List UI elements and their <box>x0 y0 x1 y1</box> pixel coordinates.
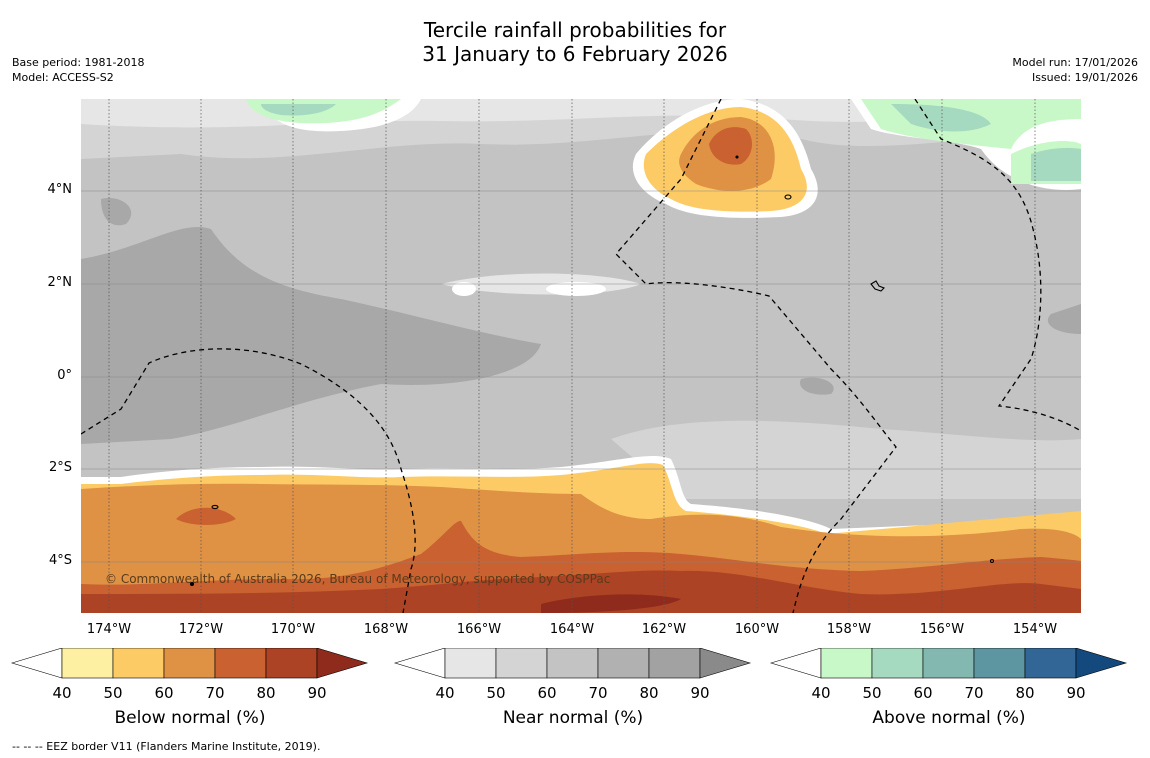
title-line-2: 31 January to 6 February 2026 <box>422 42 728 66</box>
cb1-tick: 70 <box>588 684 608 702</box>
map-copyright: © Commonwealth of Australia 2026, Bureau… <box>105 572 611 586</box>
meta-left: Base period: 1981-2018 Model: ACCESS-S2 <box>12 55 144 85</box>
lon-label: 170°W <box>270 622 316 637</box>
below-normal-south-80 <box>81 520 1081 613</box>
cb0-tick: 70 <box>205 684 225 702</box>
eez-borders <box>81 99 1081 613</box>
below-normal-colorbar <box>10 648 369 679</box>
near-normal-80-patch-3 <box>1047 304 1081 334</box>
cb1-tick: 80 <box>639 684 659 702</box>
cb1-tick: 40 <box>435 684 455 702</box>
cb0-tick: 60 <box>154 684 174 702</box>
colorbar-swatch <box>444 648 497 679</box>
colorbar-max-triangle <box>316 648 369 679</box>
near-normal-50-south <box>611 420 1081 499</box>
lat-label: 4°N <box>47 182 73 197</box>
legend-colorbars <box>10 648 1128 679</box>
cb1-tick: 90 <box>690 684 710 702</box>
colorbar-min-triangle <box>393 648 446 679</box>
cb2-tick: 70 <box>964 684 984 702</box>
colorbar-swatch <box>820 648 873 679</box>
colorbar-swatch <box>597 648 650 679</box>
latitude-lines <box>81 190 1081 563</box>
lon-label: 160°W <box>734 622 780 637</box>
lon-label: 168°W <box>363 622 409 637</box>
cb2-tick: 40 <box>811 684 831 702</box>
colorbar-swatch <box>163 648 216 679</box>
cb0-tick: 80 <box>256 684 276 702</box>
meta-right: Model run: 17/01/2026 Issued: 19/01/2026 <box>1012 55 1138 85</box>
colorbar-swatch <box>112 648 165 679</box>
above-normal-right-50 <box>891 104 991 132</box>
colorbar-swatch <box>648 648 701 679</box>
map-title: Tercile rainfall probabilities for 31 Ja… <box>0 18 1150 66</box>
near-normal-80-west <box>81 226 541 444</box>
lon-label: 172°W <box>178 622 224 637</box>
rainfall-map <box>81 99 1081 613</box>
colorbar-max-triangle <box>699 648 752 679</box>
near-normal-80-patch <box>101 198 132 226</box>
islands <box>189 155 995 587</box>
colorbar-min-triangle <box>769 648 822 679</box>
colorbar-max-triangle <box>1075 648 1128 679</box>
cb0-tick: 90 <box>307 684 327 702</box>
lon-label: 164°W <box>549 622 595 637</box>
cb1-tick: 50 <box>486 684 506 702</box>
below-normal-south-90 <box>81 570 1081 613</box>
cb1-tick: 60 <box>537 684 557 702</box>
below-normal-label: Below normal (%) <box>114 708 266 728</box>
lon-label: 158°W <box>826 622 872 637</box>
cb2-tick: 60 <box>913 684 933 702</box>
cb0-tick: 40 <box>52 684 72 702</box>
colorbar-swatch <box>546 648 599 679</box>
lat-label: 4°S <box>48 553 72 568</box>
near-normal-colorbar <box>393 648 752 679</box>
colorbar-swatch <box>871 648 924 679</box>
near-normal-label: Near normal (%) <box>502 708 644 728</box>
cb0-tick: 50 <box>103 684 123 702</box>
above-normal-label: Above normal (%) <box>872 708 1026 728</box>
above-normal-left-50 <box>261 104 336 116</box>
colorbar-swatch <box>922 648 975 679</box>
colorbar-swatch <box>61 648 114 679</box>
below-normal-south-90plus <box>541 594 681 613</box>
colorbar-swatch <box>214 648 267 679</box>
below-normal-80-patch <box>176 507 236 525</box>
model-name: Model: ACCESS-S2 <box>12 71 114 84</box>
below-normal-north-80 <box>709 127 753 165</box>
white-patch-1 <box>452 282 476 296</box>
lat-label: 0° <box>57 368 72 383</box>
colorbar-swatch <box>265 648 318 679</box>
lat-label: 2°N <box>47 275 73 290</box>
white-patch-2 <box>546 282 606 296</box>
above-normal-colorbar <box>769 648 1128 679</box>
colorbar-swatch <box>495 648 548 679</box>
lon-label: 166°W <box>456 622 502 637</box>
above-normal-right-50b <box>1031 147 1081 181</box>
base-period: Base period: 1981-2018 <box>12 56 145 69</box>
cb2-tick: 90 <box>1066 684 1086 702</box>
lat-label: 2°S <box>48 460 72 475</box>
near-normal-80-patch-2 <box>800 377 834 395</box>
colorbar-min-triangle <box>10 648 63 679</box>
colorbar-swatch <box>1024 648 1077 679</box>
cb2-tick: 50 <box>862 684 882 702</box>
title-line-1: Tercile rainfall probabilities for <box>423 18 727 42</box>
lon-label: 154°W <box>1012 622 1058 637</box>
longitude-lines <box>108 99 1036 613</box>
lon-label: 174°W <box>86 622 132 637</box>
lon-label: 156°W <box>919 622 965 637</box>
model-run: Model run: 17/01/2026 <box>1012 56 1138 69</box>
cb2-tick: 80 <box>1015 684 1035 702</box>
issued-date: Issued: 19/01/2026 <box>1031 71 1138 84</box>
colorbar-swatch <box>973 648 1026 679</box>
lon-label: 162°W <box>641 622 687 637</box>
eez-footnote: -- -- -- EEZ border V11 (Flanders Marine… <box>12 740 321 753</box>
